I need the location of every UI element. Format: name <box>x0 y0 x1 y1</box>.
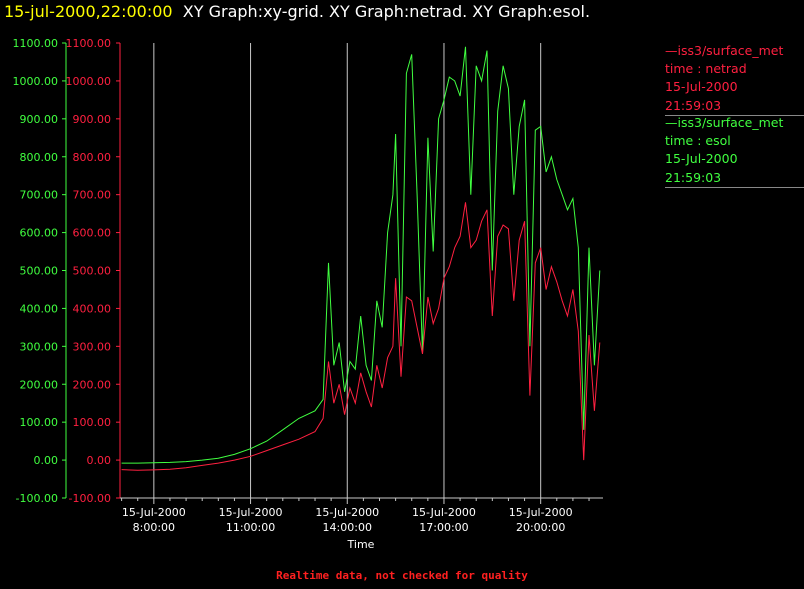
y-tick-label-esol-8: 700.00 <box>20 189 59 202</box>
series-line-netrad <box>121 202 601 471</box>
x-tick-time-2: 14:00:00 <box>323 521 372 534</box>
legend-netrad-variable: time : netrad <box>665 61 747 76</box>
y-tick-label-netrad-5: 400.00 <box>73 302 112 315</box>
x-tick-date-2: 15-Jul-2000 <box>315 506 379 519</box>
legend-entry-netrad: —iss3/surface_met time : netrad 15-Jul-2… <box>665 42 804 116</box>
y-tick-label-netrad-9: 800.00 <box>73 151 112 164</box>
y-tick-label-netrad-2: 100.00 <box>73 416 112 429</box>
y-tick-label-netrad-7: 600.00 <box>73 227 112 240</box>
y-tick-label-esol-2: 100.00 <box>20 416 59 429</box>
series-line-esol <box>121 46 601 464</box>
y-tick-label-esol-3: 200.00 <box>20 378 59 391</box>
legend-netrad-source: —iss3/surface_met <box>665 43 784 58</box>
quality-disclaimer: Realtime data, not checked for quality <box>276 569 528 582</box>
x-tick-date-4: 15-Jul-2000 <box>509 506 573 519</box>
legend-esol-time: 21:59:03 <box>665 169 804 188</box>
x-tick-date-1: 15-Jul-2000 <box>219 506 283 519</box>
y-tick-label-netrad-0: -100.00 <box>69 492 111 505</box>
legend-entry-esol: —iss3/surface_met time : esol 15-Jul-200… <box>665 114 804 188</box>
x-tick-date-0: 15-Jul-2000 <box>122 506 186 519</box>
legend-esol-variable: time : esol <box>665 133 731 148</box>
y-tick-label-netrad-3: 200.00 <box>73 378 112 391</box>
x-axis-label: Time <box>347 538 375 551</box>
y-tick-label-esol-5: 400.00 <box>20 302 59 315</box>
y-tick-label-esol-4: 300.00 <box>20 340 59 353</box>
graph-title: 15-jul-2000,22:00:00 XY Graph:xy-grid. X… <box>4 2 590 21</box>
title-graph-list: XY Graph:xy-grid. XY Graph:netrad. XY Gr… <box>182 2 591 21</box>
y-tick-label-netrad-6: 500.00 <box>73 265 112 278</box>
y-tick-label-netrad-4: 300.00 <box>73 340 112 353</box>
legend-netrad-date: 15-Jul-2000 <box>665 79 738 94</box>
x-tick-date-3: 15-Jul-2000 <box>412 506 476 519</box>
y-tick-label-netrad-1: 0.00 <box>87 454 112 467</box>
y-tick-label-esol-9: 800.00 <box>20 151 59 164</box>
y-tick-label-netrad-11: 1000.00 <box>66 75 112 88</box>
y-tick-label-esol-11: 1000.00 <box>13 75 59 88</box>
y-tick-label-esol-1: 0.00 <box>34 454 59 467</box>
y-tick-label-esol-6: 500.00 <box>20 265 59 278</box>
y-tick-label-esol-12: 1100.00 <box>13 37 59 50</box>
title-timestamp: 15-jul-2000,22:00:00 <box>4 2 173 21</box>
legend-esol-source: —iss3/surface_met <box>665 115 784 130</box>
y-tick-label-esol-10: 900.00 <box>20 113 59 126</box>
legend-esol-date: 15-Jul-2000 <box>665 151 738 166</box>
x-tick-time-1: 11:00:00 <box>226 521 275 534</box>
x-tick-time-4: 20:00:00 <box>516 521 565 534</box>
y-tick-label-netrad-10: 900.00 <box>73 113 112 126</box>
y-tick-label-esol-7: 600.00 <box>20 227 59 240</box>
y-tick-label-netrad-8: 700.00 <box>73 189 112 202</box>
legend-netrad-time: 21:59:03 <box>665 97 804 116</box>
y-tick-label-netrad-12: 1100.00 <box>66 37 112 50</box>
y-tick-label-esol-0: -100.00 <box>16 492 58 505</box>
x-tick-time-3: 17:00:00 <box>419 521 468 534</box>
x-tick-time-0: 8:00:00 <box>133 521 175 534</box>
